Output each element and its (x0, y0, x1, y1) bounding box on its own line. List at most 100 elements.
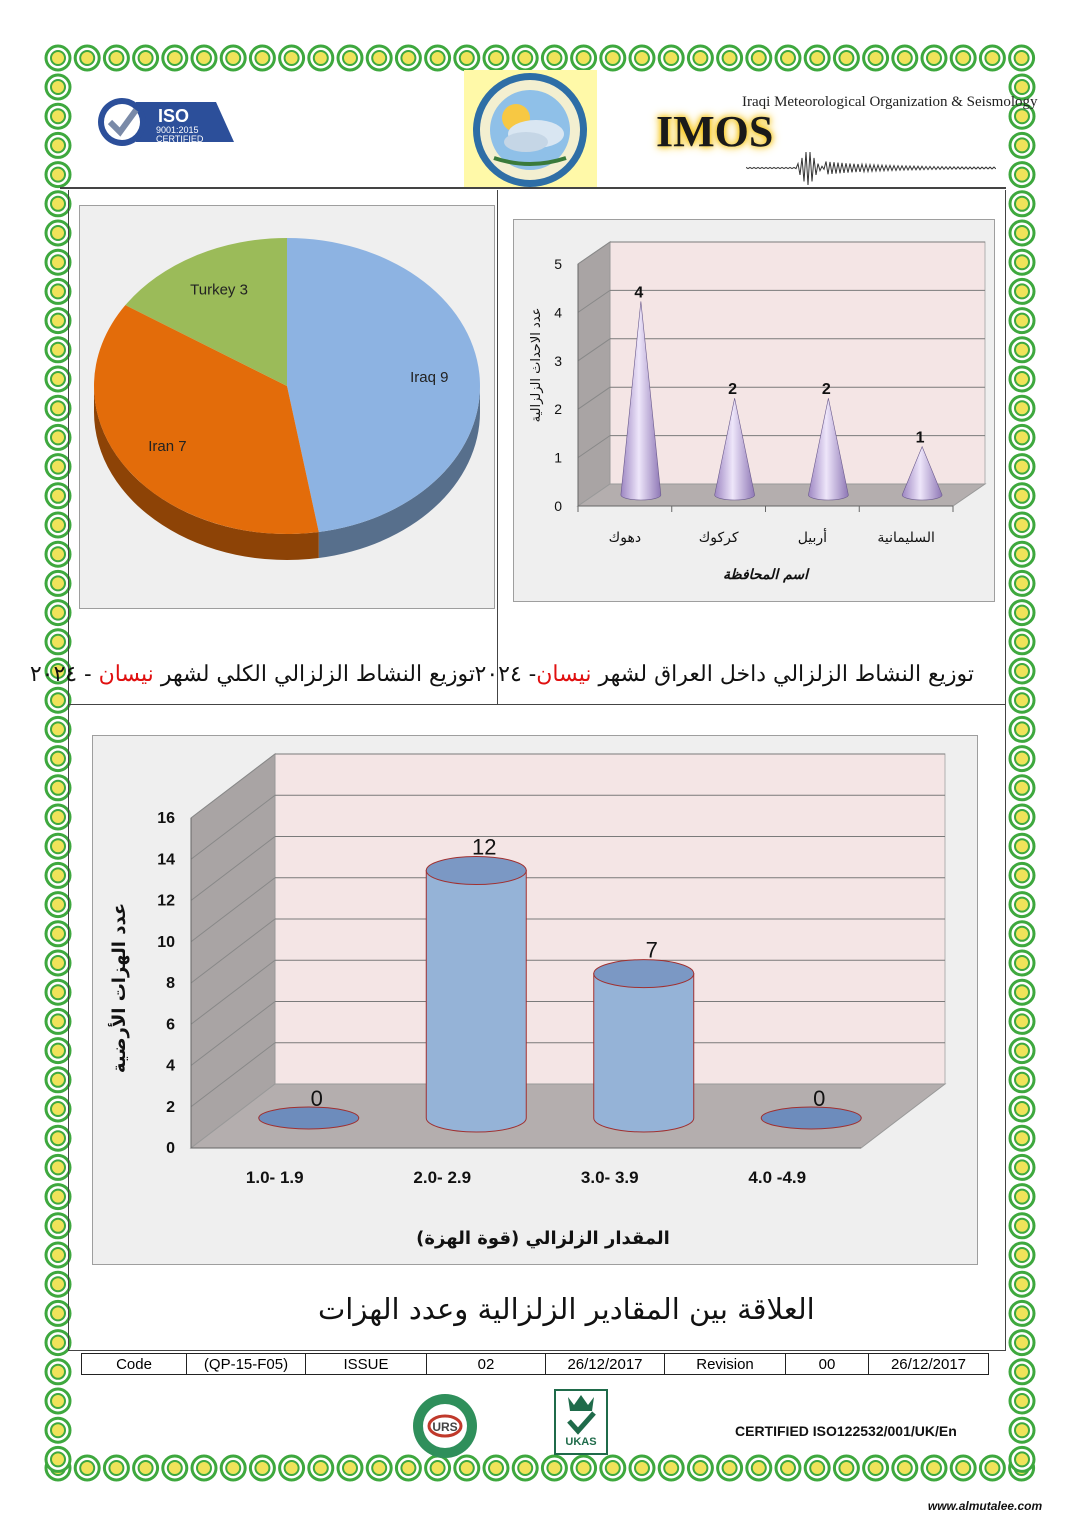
cyl-gridline-side (190, 1042, 276, 1108)
cylinder-category-label: 3.0- 3.9 (581, 1168, 639, 1187)
border-bead-icon (44, 803, 72, 831)
border-bead-icon (44, 1416, 72, 1444)
header: ISO 9001:2015 CERTIFIED Iraqi Meteorolog… (60, 70, 1038, 190)
border-bead-icon (891, 1454, 919, 1482)
cone-data-label: 2 (728, 381, 737, 398)
pie-side-iran (94, 386, 319, 560)
border-bead-icon (1008, 628, 1036, 656)
border-bead-icon (1008, 1007, 1036, 1035)
border-bead-icon (44, 1153, 72, 1181)
cyl-gridline-side (190, 753, 276, 819)
cyl-ytick-label: 2 (166, 1099, 175, 1116)
ukas-logo: UKAS (554, 1389, 608, 1455)
border-bead-icon (307, 44, 335, 72)
pie-label-iraq: Iraq 9 (410, 369, 448, 386)
cone-mark-3 (901, 445, 943, 501)
cone-gridline-side (577, 241, 611, 265)
border-bead-icon (686, 44, 714, 72)
cylinder-top-0 (258, 1106, 360, 1130)
border-bead-icon (1008, 803, 1036, 831)
border-bead-icon (44, 891, 72, 919)
border-bead-icon (44, 190, 72, 218)
cone-mark-0 (620, 301, 662, 501)
cone-ytick-label: 5 (554, 256, 562, 272)
cone-gridline-side (577, 338, 611, 362)
border-bead-icon (1008, 1445, 1036, 1473)
pie-caption: توزيع النشاط الزلزالي الكلي لشهر نيسان -… (30, 662, 475, 687)
border-bead-icon (949, 1454, 977, 1482)
border-bead-icon (44, 1124, 72, 1152)
website-watermark: www.almutalee.com (916, 1496, 1054, 1516)
iso-line1: 9001:2015 (156, 125, 199, 135)
cyl-ytick-label: 16 (157, 810, 175, 827)
border-bead-icon (44, 1270, 72, 1298)
border-bead-icon (44, 1387, 72, 1415)
border-bead-icon (44, 949, 72, 977)
border-bead-icon (686, 1454, 714, 1482)
pie-chart-panel: Iraq 9 Iran 7 Turkey 3 (79, 205, 495, 609)
pie-chart: Iraq 9 Iran 7 Turkey 3 (93, 238, 481, 560)
border-bead-icon (219, 1454, 247, 1482)
border-bead-icon (278, 44, 306, 72)
border-bead-icon (44, 365, 72, 393)
cyl-gridline-side (190, 918, 276, 984)
border-bead-icon (44, 1445, 72, 1473)
cylinder-x-axis-title: المقدار الزلزالي (قوة الهزة) (416, 1228, 670, 1249)
cyl-ytick-label: 6 (166, 1016, 175, 1033)
border-bead-icon (102, 1454, 130, 1482)
revision-date: 26/12/2017 (868, 1353, 989, 1375)
cyl-ytick-label: 4 (166, 1058, 175, 1075)
border-bead-icon (161, 44, 189, 72)
border-bead-icon (1008, 920, 1036, 948)
cylinder-top-3 (760, 1106, 862, 1130)
border-bead-icon (365, 44, 393, 72)
cyl-gridline-side (190, 836, 276, 901)
cone-gridline-side (577, 435, 611, 459)
cylinder-top-2 (593, 959, 695, 989)
content-frame (68, 190, 1006, 1351)
border-bead-icon (44, 453, 72, 481)
border-bead-icon (1008, 102, 1036, 130)
cyl-gridline-side (190, 1001, 276, 1066)
border-bead-icon (44, 686, 72, 714)
revision-label: Revision (664, 1353, 786, 1375)
cylinder-category-label: 4.0 -4.9 (748, 1168, 806, 1187)
border-bead-icon (540, 44, 568, 72)
issue-date: 26/12/2017 (545, 1353, 665, 1375)
border-bead-icon (44, 1183, 72, 1211)
border-bead-icon (1008, 423, 1036, 451)
border-bead-icon (44, 1358, 72, 1386)
border-bead-icon (1008, 1358, 1036, 1386)
pie-side-iraq (318, 386, 480, 558)
cylinder-data-label: 12 (472, 835, 496, 860)
iso-line2: CERTIFIED (156, 134, 204, 144)
border-bead-icon (1008, 1270, 1036, 1298)
border-bead-icon (570, 44, 598, 72)
border-bead-icon (44, 657, 72, 685)
border-bead-icon (862, 1454, 890, 1482)
border-bead-icon (1008, 978, 1036, 1006)
border-bead-icon (1008, 891, 1036, 919)
issue-value: 02 (426, 1353, 546, 1375)
cylinder-data-label: 0 (813, 1086, 825, 1111)
cone-ytick-label: 3 (554, 353, 562, 369)
border-bead-icon (1008, 365, 1036, 393)
border-bead-icon (803, 44, 831, 72)
border-bead-icon (1008, 1095, 1036, 1123)
urs-logo: URS (413, 1394, 477, 1458)
border-bead-icon (424, 44, 452, 72)
border-bead-icon (44, 394, 72, 422)
border-bead-icon (832, 1454, 860, 1482)
border-bead-icon (44, 1299, 72, 1327)
border-bead-icon (132, 44, 160, 72)
border-bead-icon (891, 44, 919, 72)
border-bead-icon (1008, 1066, 1036, 1094)
border-bead-icon (1008, 131, 1036, 159)
border-bead-icon (44, 482, 72, 510)
border-bead-icon (832, 44, 860, 72)
border-bead-icon (44, 44, 72, 72)
cone-category-label: السليمانية (877, 530, 935, 546)
border-bead-icon (1008, 1387, 1036, 1415)
cone-caption: توزيع النشاط الزلزالي داخل العراق لشهر ن… (475, 662, 974, 687)
cyl-ytick-label: 8 (166, 975, 175, 992)
